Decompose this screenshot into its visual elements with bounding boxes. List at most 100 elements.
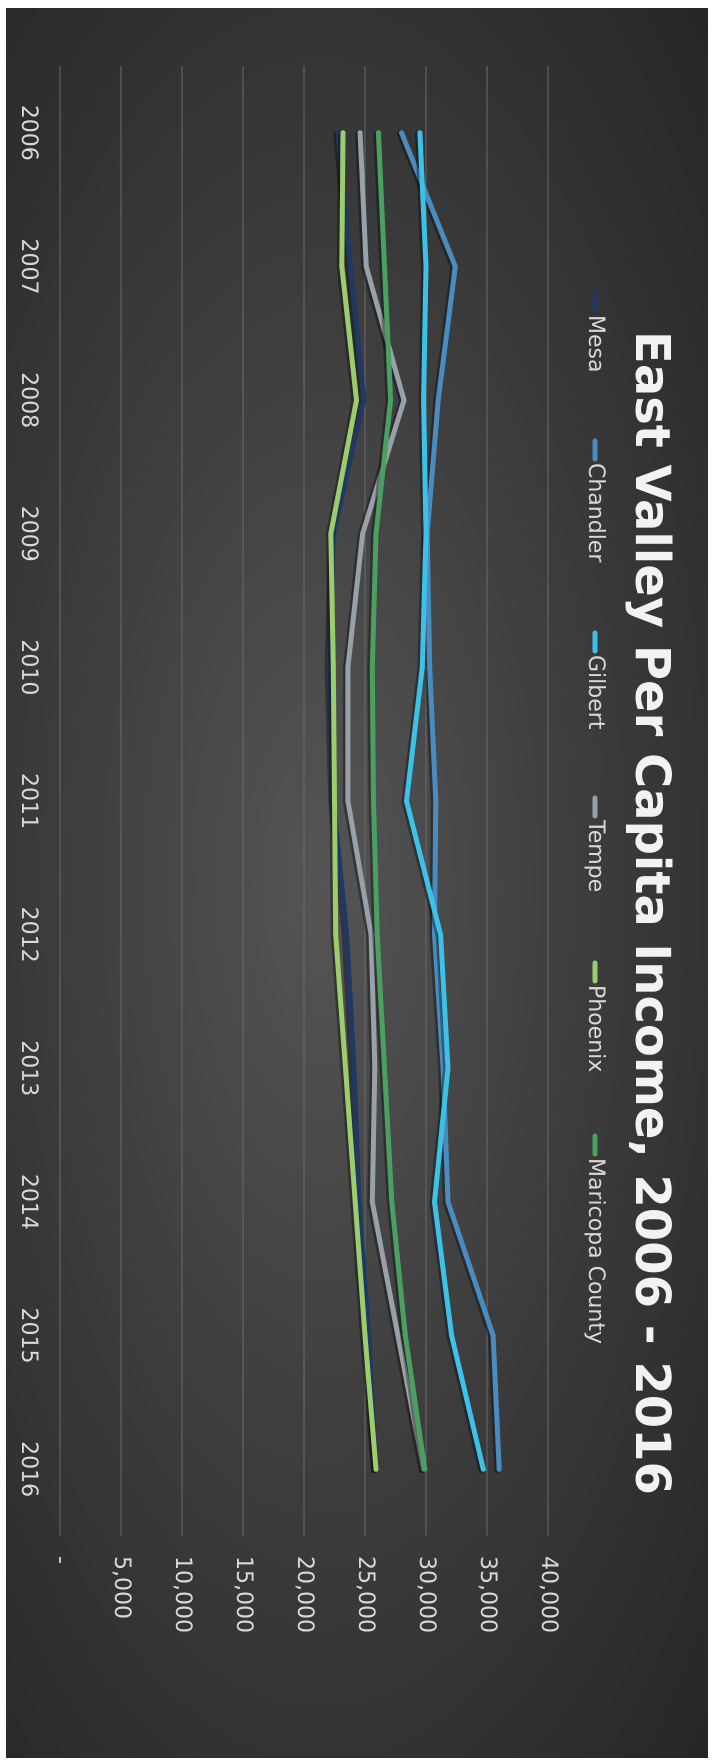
chart-frame: East Valley Per Capita Income, 2006 - 20… (6, 8, 708, 1758)
data-point (403, 798, 409, 804)
data-point (480, 1466, 486, 1472)
data-point (423, 531, 429, 537)
legend-item: Tempe (583, 795, 608, 892)
y-tick-label: 15,000 (231, 1556, 256, 1633)
legend-label: Gilbert (583, 655, 608, 730)
data-point (445, 1199, 451, 1205)
series-maricopa-county (367, 130, 428, 1474)
data-point (388, 397, 394, 403)
y-tick-label: - (48, 1556, 73, 1564)
y-tick-label: 20,000 (292, 1556, 317, 1633)
data-point (371, 798, 377, 804)
data-point (421, 397, 427, 403)
gridlines (59, 66, 549, 1536)
data-point (357, 130, 363, 136)
legend-item: Phoenix (583, 960, 608, 1072)
data-point (382, 1065, 388, 1071)
x-tick-label: 2014 (16, 1174, 41, 1230)
data-point (440, 1065, 446, 1071)
data-point (333, 932, 339, 938)
y-tick-label: 25,000 (353, 1556, 378, 1633)
data-point (361, 397, 367, 403)
data-point (438, 932, 444, 938)
data-point (352, 1199, 358, 1205)
chart-rotated-canvas: East Valley Per Capita Income, 2006 - 20… (6, 8, 708, 1758)
x-tick-label: 2016 (16, 1441, 41, 1497)
data-point (353, 397, 359, 403)
data-point (399, 130, 405, 136)
data-point (432, 1199, 438, 1205)
y-tick-label: 30,000 (414, 1556, 439, 1633)
legend-label: Maricopa County (583, 1158, 608, 1344)
series-phoenix (325, 130, 379, 1474)
data-point (369, 664, 375, 670)
data-point (496, 1466, 502, 1472)
series-line (399, 130, 502, 1472)
legend-label: Chandler (583, 463, 608, 563)
data-point (445, 1065, 451, 1071)
x-tick-label: 2013 (16, 1040, 41, 1096)
series-lines (324, 130, 502, 1474)
data-point (427, 664, 433, 670)
data-point (375, 130, 381, 136)
data-point (335, 130, 341, 136)
data-point (423, 263, 429, 269)
y-tick-label: 35,000 (475, 1556, 500, 1633)
data-point (362, 1333, 368, 1339)
y-tick-label: 5,000 (109, 1556, 134, 1619)
data-point (345, 664, 351, 670)
legend-label: Mesa (583, 315, 608, 372)
data-point (332, 798, 337, 804)
line-chart: East Valley Per Capita Income, 2006 - 20… (16, 66, 680, 1633)
x-tick-label: 2009 (16, 506, 41, 562)
legend-label: Phoenix (583, 985, 608, 1072)
data-point (373, 1466, 379, 1472)
legend-label: Tempe (583, 819, 608, 892)
data-point (340, 130, 346, 136)
y-tick-label: 40,000 (536, 1556, 561, 1633)
x-tick-label: 2006 (16, 105, 41, 161)
data-point (401, 397, 407, 403)
data-point (342, 1065, 348, 1071)
data-point (345, 798, 351, 804)
y-axis-labels: - 5,000 10,000 15,000 20,000 25,000 30,000 35,0… (48, 1556, 561, 1633)
data-point (417, 130, 423, 136)
x-tick-label: 2015 (16, 1308, 41, 1364)
data-point (360, 531, 366, 537)
data-point (374, 932, 380, 938)
x-tick-label: 2012 (16, 907, 41, 963)
legend-item: Chandler (583, 438, 608, 563)
x-tick-label: 2011 (16, 773, 41, 829)
data-point (339, 263, 345, 269)
data-point (372, 1065, 378, 1071)
data-point (369, 1199, 375, 1205)
data-point (432, 932, 438, 938)
data-point (449, 1333, 455, 1339)
data-point (347, 263, 353, 269)
data-point (344, 932, 350, 938)
data-point (419, 664, 425, 670)
series-chandler (396, 130, 502, 1474)
data-point (395, 1333, 401, 1339)
data-point (389, 1199, 395, 1205)
data-point (490, 1333, 496, 1339)
data-point (433, 798, 439, 804)
data-point (382, 263, 388, 269)
y-tick-label: 10,000 (170, 1556, 195, 1633)
data-point (330, 664, 336, 670)
x-axis-labels: 2006 2007 2008 2009 2010 2011 2012 2013 2014 2015… (16, 105, 41, 1497)
legend: Mesa Chandler Gilbert Tempe Phoenix Maricopa … (583, 290, 608, 1344)
x-tick-label: 2008 (16, 372, 41, 428)
data-point (402, 1333, 408, 1339)
data-point (328, 531, 334, 537)
data-point (452, 263, 458, 269)
chart-title: East Valley Per Capita Income, 2006 - 20… (624, 331, 680, 1495)
data-point (351, 1065, 357, 1071)
legend-item: Mesa (583, 290, 608, 372)
data-point (435, 397, 441, 403)
x-tick-label: 2007 (16, 238, 41, 294)
data-point (368, 932, 374, 938)
legend-item: Maricopa County (583, 1133, 608, 1344)
series-gilbert (401, 130, 486, 1474)
legend-item: Gilbert (583, 630, 608, 730)
